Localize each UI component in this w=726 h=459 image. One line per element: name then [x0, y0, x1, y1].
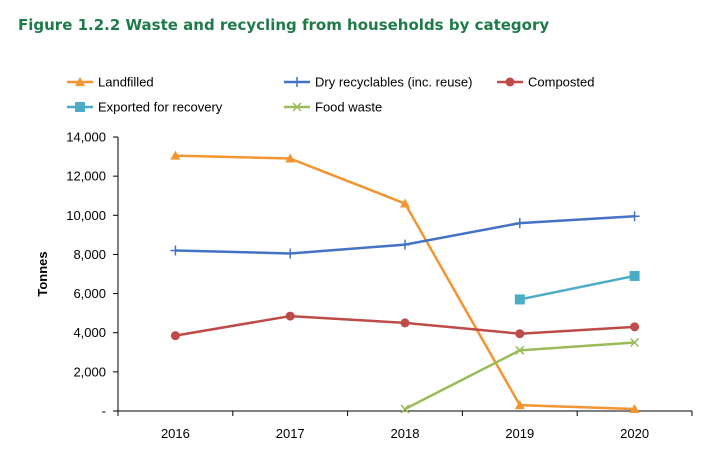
y-axis-label: Tonnes [35, 251, 50, 296]
data-point [400, 404, 410, 414]
data-point [170, 245, 181, 256]
data-point [514, 218, 525, 229]
data-point [514, 294, 525, 305]
y-tick-label: 10,000 [66, 208, 106, 223]
x-tick-label: 2018 [391, 426, 420, 441]
y-tick-label: - [102, 404, 106, 419]
x-tick-label: 2016 [161, 426, 190, 441]
legend-label: Food waste [315, 100, 382, 115]
data-point [285, 248, 296, 259]
y-tick-label: 14,000 [66, 130, 106, 145]
series-landfilled [170, 150, 640, 414]
data-point [630, 322, 640, 332]
legend-marker [75, 102, 85, 112]
series-exported-for-recovery [514, 270, 640, 305]
series-line [404, 341, 635, 411]
legend-item: Exported for recovery [67, 100, 223, 115]
series-line [175, 154, 635, 411]
chart-series [170, 150, 640, 414]
legend-item: Composted [497, 75, 594, 90]
legend-item: Landfilled [67, 75, 154, 90]
data-point [515, 329, 525, 339]
y-tick-label: 8,000 [73, 247, 106, 262]
data-point [629, 404, 640, 414]
x-tick-label: 2019 [505, 426, 534, 441]
legend-marker [505, 77, 515, 87]
data-point [515, 345, 525, 355]
chart-axes: - 2,000 4,000 6,000 8,000 10,000 12,000 14,000 2… [66, 130, 693, 441]
data-point [400, 198, 410, 208]
legend-label: Dry recyclables (inc. reuse) [315, 75, 473, 90]
data-point [629, 211, 640, 222]
y-axis-label-group: Tonnes [35, 251, 50, 296]
series-food-waste [400, 337, 640, 414]
data-point [285, 311, 295, 321]
data-point [400, 239, 410, 250]
x-tick-label: 2017 [276, 426, 305, 441]
y-tick-label: 12,000 [66, 169, 106, 184]
chart-title: Figure 1.2.2 Waste and recycling from ho… [18, 16, 550, 34]
legend-item: Food waste [284, 100, 382, 115]
legend-marker [292, 77, 302, 87]
data-point [285, 153, 296, 163]
y-tick-label: 6,000 [73, 286, 106, 301]
data-point [400, 318, 410, 328]
legend-marker [292, 102, 302, 112]
data-point [170, 150, 181, 160]
data-point [514, 400, 525, 410]
legend-label: Landfilled [98, 75, 154, 90]
y-tick-label: 2,000 [73, 364, 106, 379]
series-line [519, 274, 635, 301]
data-point [630, 337, 640, 348]
data-point [170, 331, 180, 341]
legend-label: Composted [528, 75, 594, 90]
legend-marker [75, 77, 85, 86]
chart-legend: Landfilled Dry recyclables (inc. reuse) Co… [67, 75, 594, 115]
series-dry-recyclables-inc-reuse [170, 211, 640, 259]
legend-item: Dry recyclables (inc. reuse) [284, 75, 473, 90]
x-tick-label: 2020 [620, 426, 649, 441]
legend-label: Exported for recovery [98, 100, 223, 115]
series-composted [170, 311, 640, 341]
y-tick-label: 4,000 [73, 325, 106, 340]
data-point [629, 270, 640, 281]
